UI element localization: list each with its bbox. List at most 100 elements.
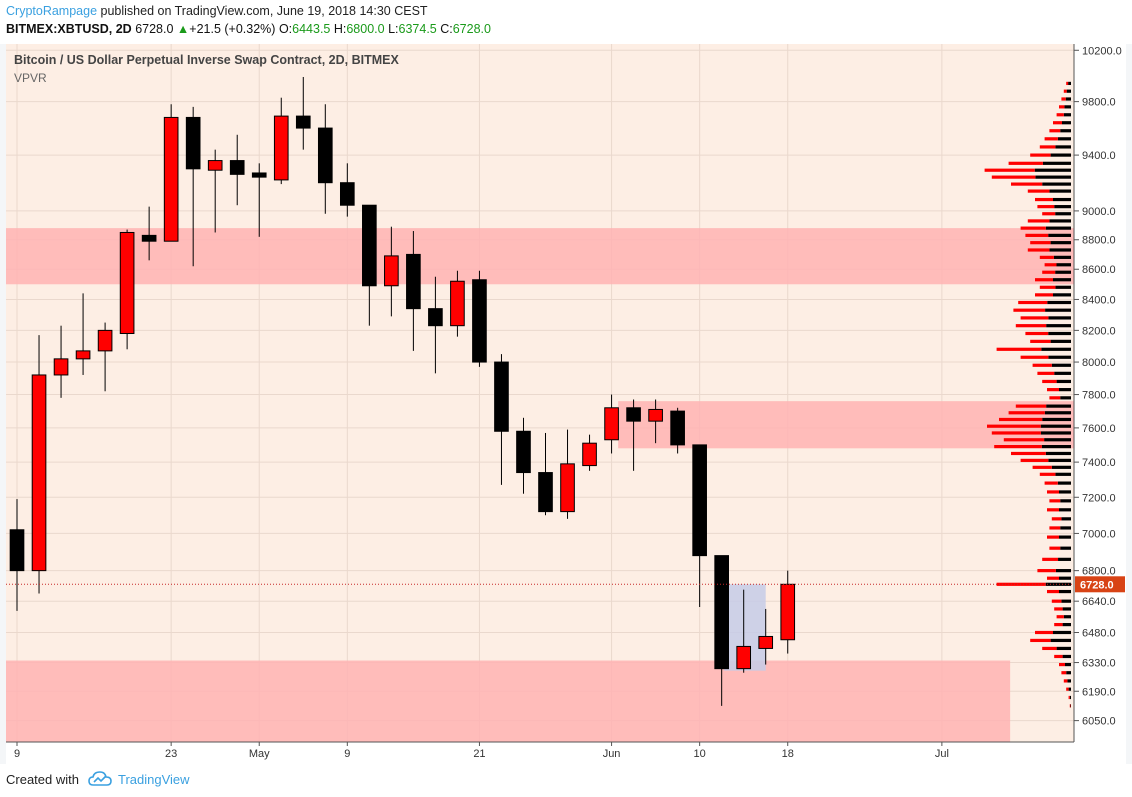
candle-body[interactable]	[384, 255, 399, 287]
vpvr-bar-buy	[1035, 175, 1071, 179]
candle-body[interactable]	[53, 358, 69, 376]
symbol-label[interactable]: BITMEX:XBTUSD, 2D	[6, 22, 132, 36]
candle-body[interactable]	[758, 635, 774, 649]
vpvr-bar-buy	[1061, 517, 1071, 521]
vpvr-bar-sell	[1035, 630, 1053, 635]
up-triangle-icon: ▲	[176, 22, 190, 36]
price-axis-bg[interactable]	[1074, 44, 1126, 764]
vpvr-bar-buy	[1059, 388, 1071, 392]
candle-body[interactable]	[604, 407, 619, 441]
vpvr-bar-sell	[1030, 241, 1051, 245]
tradingview-link[interactable]: TradingView	[118, 772, 190, 787]
open-label: O:	[278, 22, 293, 36]
vpvr-bar-sell	[1051, 517, 1062, 521]
vpvr-bar-buy	[1055, 472, 1071, 476]
footer: Created with TradingView	[0, 764, 1132, 797]
chart-area[interactable]: 10200.0 9800.0 9400.0 9000.0 8800.0 8600.0 840…	[6, 44, 1126, 764]
candle-body[interactable]	[295, 115, 311, 129]
candle-body[interactable]	[207, 160, 223, 171]
candle-body[interactable]	[406, 253, 421, 310]
vpvr-bar-buy	[1051, 363, 1071, 367]
candle-body[interactable]	[780, 583, 796, 641]
vpvr-bar-sell	[1025, 331, 1049, 336]
candlestick-chart[interactable]: 10200.0 9800.0 9400.0 9000.0 8800.0 8600.0 840…	[6, 44, 1126, 764]
vpvr-bar-buy	[1064, 105, 1071, 109]
candle-body[interactable]	[516, 430, 531, 474]
candle-body[interactable]	[119, 231, 135, 335]
candle-body[interactable]	[670, 410, 685, 446]
candle-body[interactable]	[472, 279, 487, 363]
time-axis-bg[interactable]	[6, 742, 1074, 764]
vpvr-bar-sell	[1032, 465, 1052, 469]
candle-body[interactable]	[560, 463, 575, 513]
vpvr-bar-buy	[1053, 197, 1071, 202]
vpvr-bar-sell	[1047, 388, 1059, 392]
vpvr-bar-buy	[1045, 582, 1071, 586]
candle-body[interactable]	[9, 529, 25, 572]
vpvr-bar-buy	[1061, 599, 1071, 603]
candle-body[interactable]	[141, 234, 157, 242]
candle-body[interactable]	[428, 308, 443, 327]
vpvr-bar-buy	[1050, 339, 1071, 343]
vpvr-bar-buy	[1055, 212, 1071, 216]
candle-body[interactable]	[75, 350, 91, 360]
candle-body[interactable]	[494, 361, 509, 432]
candle-body[interactable]	[626, 407, 641, 422]
vpvr-bar-buy	[1045, 308, 1071, 312]
vpvr-bar-sell	[1049, 526, 1061, 530]
vpvr-bar-sell	[1035, 278, 1053, 282]
vpvr-bar-sell	[1039, 285, 1056, 289]
candle-body[interactable]	[648, 408, 663, 422]
vpvr-bar-sell	[1027, 219, 1050, 223]
candle-body[interactable]	[736, 645, 752, 670]
vpvr-bar-buy	[1042, 182, 1071, 186]
author-link[interactable]: CryptoRampage	[6, 4, 98, 18]
vpvr-bar-buy	[1060, 396, 1071, 400]
x-tick-label: 9	[14, 748, 20, 760]
vpvr-bar-buy	[1056, 263, 1071, 267]
candle-body[interactable]	[251, 172, 267, 178]
vpvr-bar-sell	[1059, 662, 1065, 667]
vpvr-bar-buy	[1068, 687, 1071, 691]
y-tick-label: 7000.0	[1082, 528, 1116, 540]
vpvr-bar-sell	[1054, 607, 1063, 611]
y-tick-label: 9000.0	[1082, 206, 1116, 218]
candle-body[interactable]	[31, 374, 47, 572]
vpvr-bar-buy	[1058, 557, 1071, 561]
x-tick-label: 10	[694, 748, 706, 760]
candle-body[interactable]	[185, 116, 201, 170]
candle-body[interactable]	[229, 160, 245, 175]
vpvr-bar-sell	[1056, 615, 1064, 619]
candle-body[interactable]	[317, 127, 333, 184]
vpvr-bar-sell	[991, 175, 1036, 179]
vpvr-bar-sell	[1027, 189, 1050, 193]
vpvr-bar-buy	[1040, 431, 1071, 435]
candle-body[interactable]	[450, 280, 465, 327]
price-change: +21.5 (+0.32%)	[189, 22, 276, 36]
low-value: 6374.5	[398, 22, 437, 36]
candle-body[interactable]	[538, 472, 553, 513]
candle-body[interactable]	[339, 182, 355, 206]
y-tick-label: 8200.0	[1082, 325, 1116, 337]
y-tick-label: 6480.0	[1082, 627, 1116, 639]
candle-body[interactable]	[714, 555, 729, 670]
x-tick-label: 23	[165, 748, 177, 760]
vpvr-bar-buy	[1048, 233, 1071, 237]
vpvr-bar-buy	[1050, 153, 1071, 157]
vpvr-bar-buy	[1060, 129, 1071, 133]
candle-body[interactable]	[163, 116, 179, 242]
vpvr-bar-buy	[1065, 97, 1071, 101]
candle-body[interactable]	[362, 204, 377, 287]
candle-body[interactable]	[692, 444, 707, 557]
vpvr-bar-buy	[1055, 569, 1071, 573]
vpvr-bar-buy	[1059, 576, 1071, 580]
indicator-label[interactable]: VPVR	[14, 71, 47, 85]
candles	[9, 76, 796, 706]
candle-body[interactable]	[97, 329, 113, 352]
vpvr-bar-sell	[994, 445, 1042, 449]
vpvr-bar-sell	[1042, 270, 1056, 274]
candle-body[interactable]	[582, 442, 597, 467]
vpvr-bar-sell	[1035, 197, 1053, 202]
candle-body[interactable]	[273, 115, 289, 181]
vpvr-bar-sell	[1066, 81, 1069, 86]
